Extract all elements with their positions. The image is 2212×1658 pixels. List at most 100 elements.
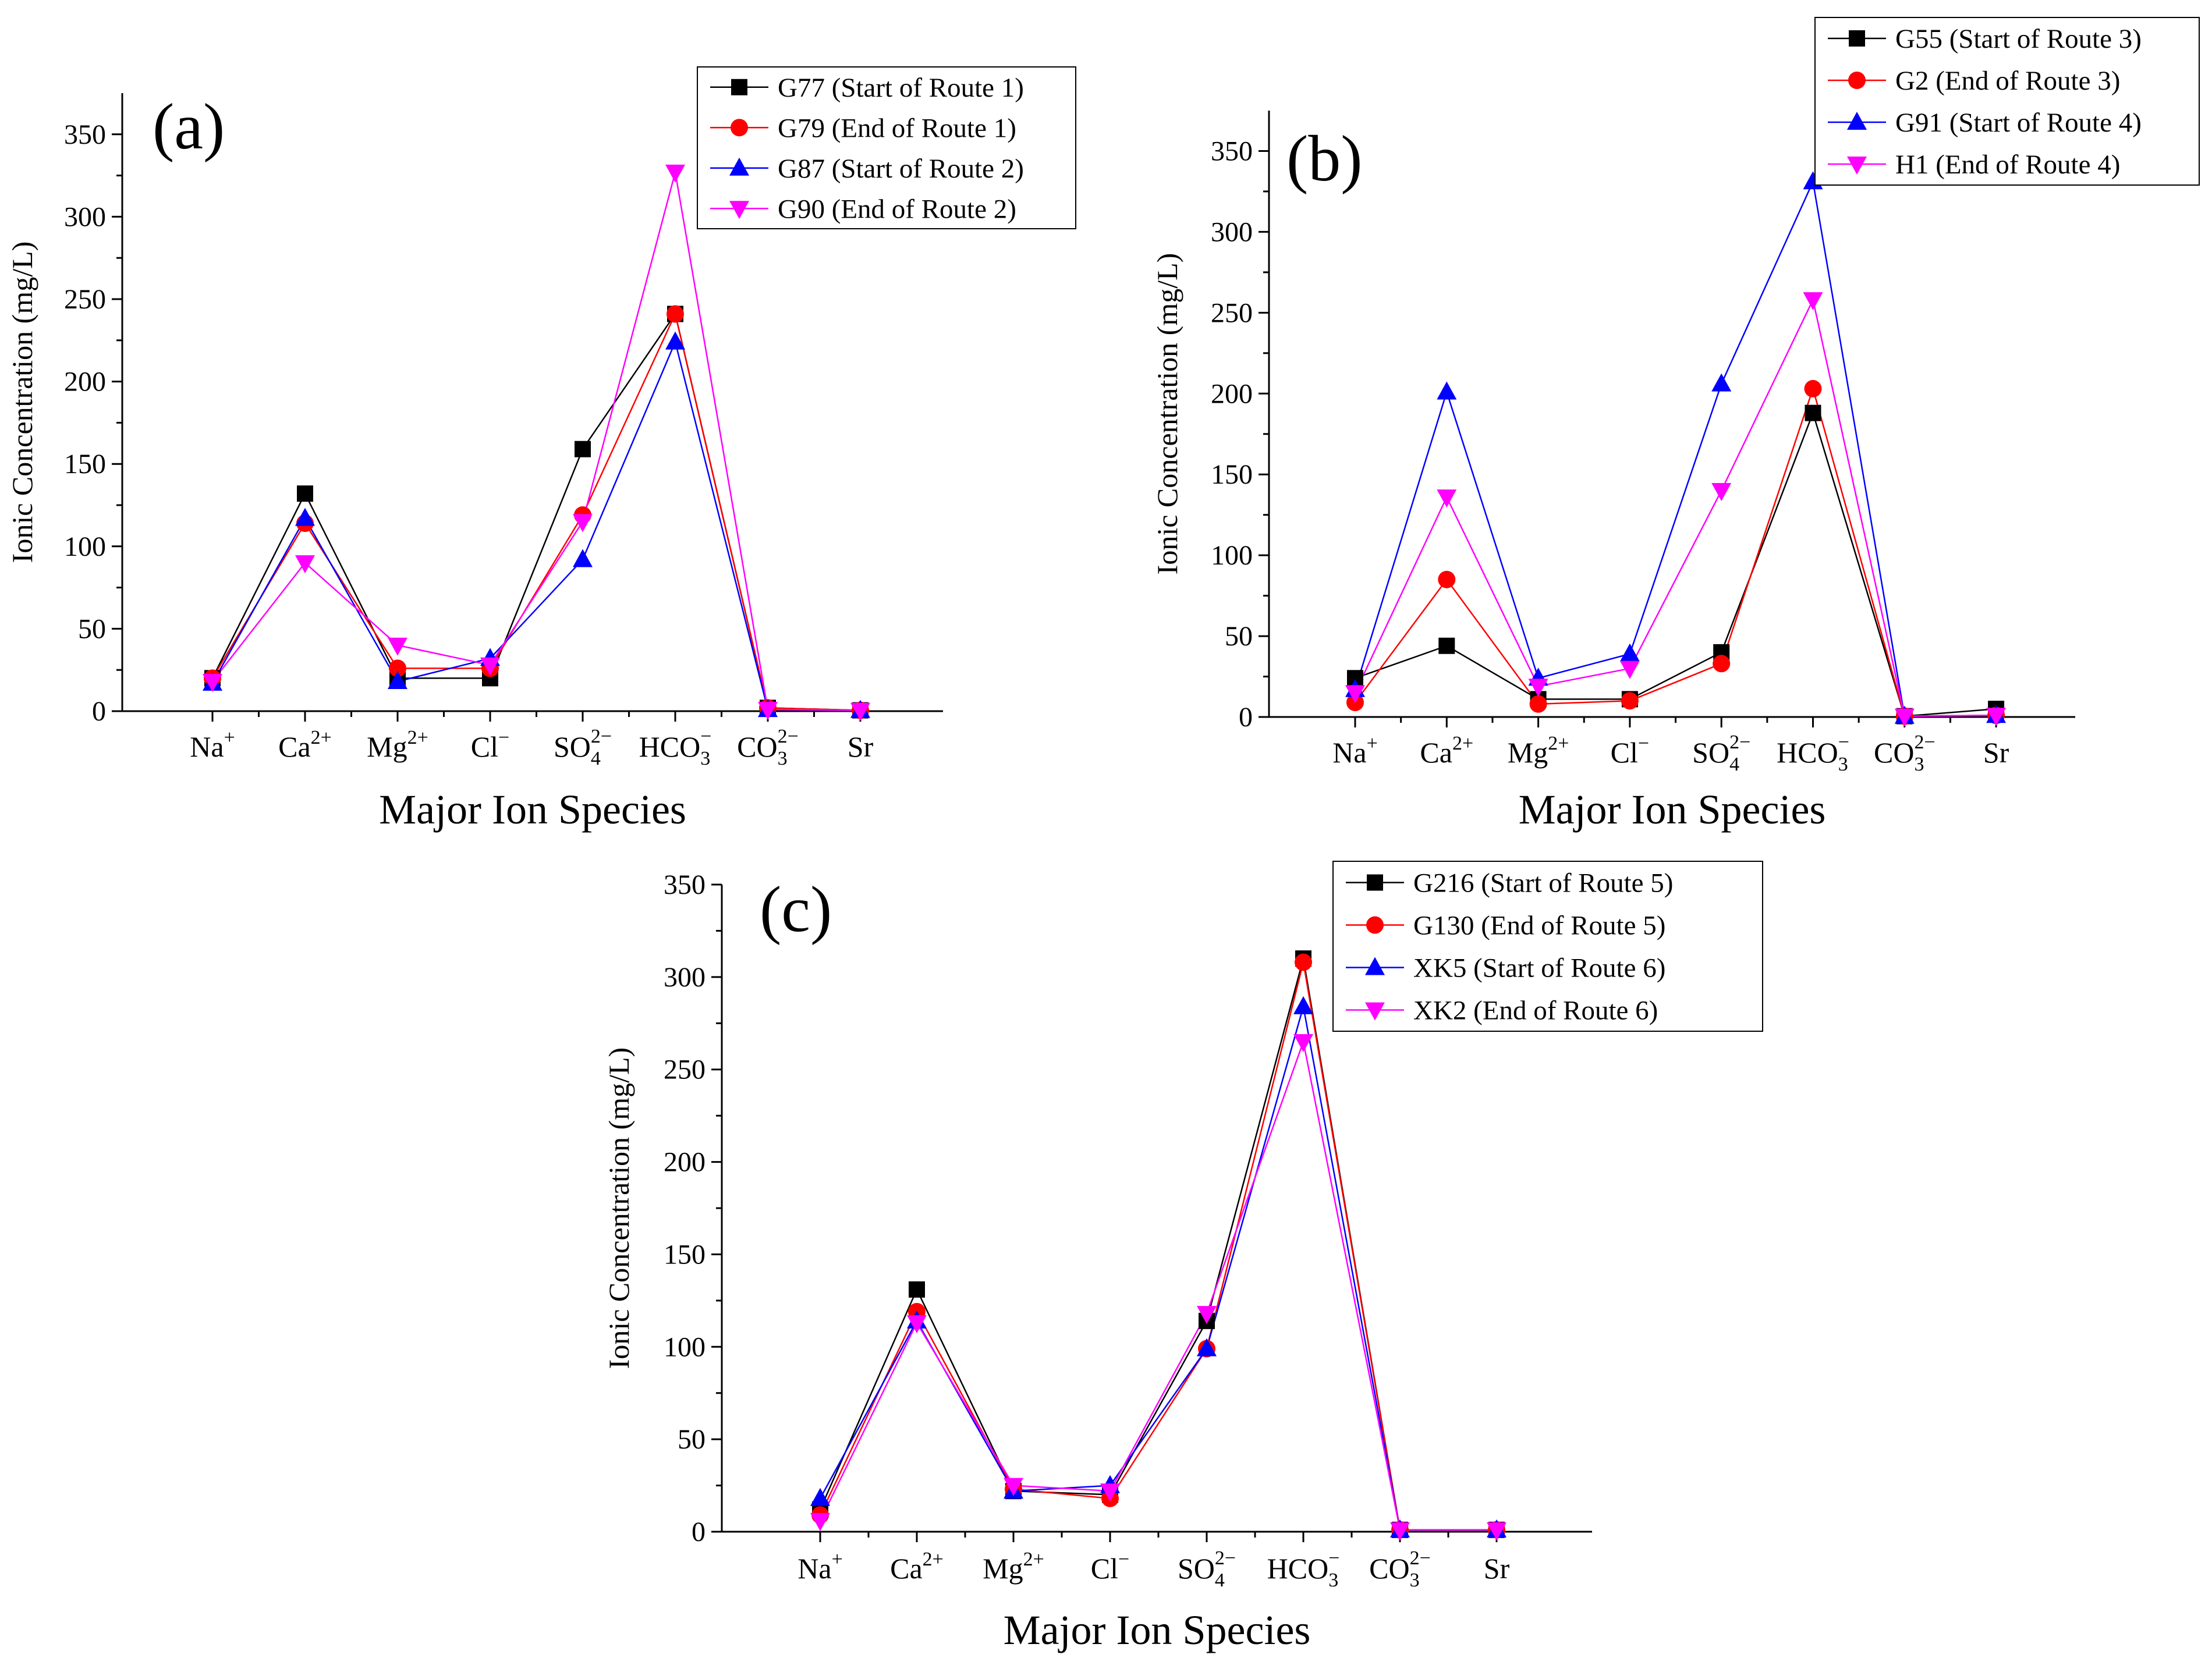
data-point [1438, 570, 1456, 588]
series-line [1354, 179, 1997, 717]
legend-entry: G90 (End of Route 2) [778, 194, 1016, 224]
y-tick-label: 200 [664, 1147, 706, 1178]
legend-frame [1332, 861, 1763, 1032]
data-point [1437, 489, 1457, 508]
data-point [1100, 1483, 1120, 1502]
series-line [819, 1039, 1497, 1531]
series-line [819, 962, 1497, 1531]
data-point [909, 1281, 925, 1298]
data-point [1437, 381, 1457, 400]
y-tick-label: 250 [1211, 297, 1253, 328]
legend-entry: G130 (End of Route 5) [1413, 911, 1665, 941]
legend-marker [1365, 1002, 1385, 1021]
legend-entry: G91 (Start of Route 4) [1895, 108, 2142, 138]
series-line [1355, 410, 1997, 717]
x-tick-label: Cl− [471, 727, 509, 763]
y-tick-label: 50 [678, 1424, 706, 1455]
x-tick-label: Ca2+ [278, 727, 332, 763]
series-line [211, 311, 861, 711]
x-tick-label: Sr [1983, 736, 2009, 769]
data-point [1487, 1522, 1506, 1540]
y-tick-label: 200 [64, 367, 106, 397]
data-point [1894, 708, 1915, 727]
legend: G55 (Start of Route 3) G2 (End of Route 3… [1814, 17, 2200, 186]
y-tick-label: 350 [1211, 136, 1253, 166]
legend-marker [1367, 874, 1383, 891]
x-tick-label: Cl− [1091, 1549, 1129, 1585]
chart-panel-2: 0 50 100 150 200 250 300 350 Na+ Ca2+ Mg2+ Cl− SO42−… [1151, 17, 2200, 833]
series-line [819, 958, 1497, 1531]
legend-marker [1849, 30, 1865, 47]
data-point [388, 637, 407, 656]
data-point [1986, 708, 2007, 726]
panel-label: (c) [760, 874, 832, 946]
legend-entry: G2 (End of Route 3) [1895, 66, 2120, 96]
y-tick-label: 50 [78, 613, 106, 644]
y-axis-title: Ionic Concentration (mg/L) [602, 1048, 635, 1369]
data-point [1345, 685, 1365, 704]
data-point [1711, 482, 1732, 501]
legend-entry: G216 (Start of Route 5) [1413, 868, 1673, 899]
legend-entry: G87 (Start of Route 2) [778, 154, 1024, 184]
panel-label: (b) [1286, 123, 1363, 195]
x-tick-label: CO32− [1369, 1547, 1431, 1591]
legend-marker [1366, 916, 1384, 934]
data-point [1805, 404, 1821, 421]
y-tick-label: 250 [64, 284, 106, 315]
data-point [667, 305, 684, 323]
y-axis-title: Ionic Concentration (mg/L) [1151, 253, 1183, 575]
x-tick-label: Ca2+ [890, 1549, 944, 1585]
y-tick-label: 0 [1239, 702, 1253, 733]
data-point [1438, 637, 1455, 654]
y-tick-label: 100 [64, 531, 106, 562]
legend-entry: G79 (End of Route 1) [778, 113, 1016, 143]
data-point [573, 549, 593, 567]
y-tick-label: 150 [64, 449, 106, 480]
legend-marker [1847, 112, 1867, 130]
legend-entry: H1 (End of Route 4) [1895, 150, 2120, 180]
x-tick-label: Sr [1484, 1552, 1510, 1585]
legend-marker [1365, 957, 1385, 975]
data-point [907, 1315, 927, 1333]
y-tick-label: 0 [92, 696, 106, 727]
x-axis-title: Major Ion Species [1004, 1607, 1311, 1653]
x-tick-label: HCO3− [1267, 1547, 1340, 1591]
x-tick-label: Na+ [1332, 733, 1378, 769]
x-tick-label: Mg2+ [367, 727, 428, 763]
data-point [295, 555, 315, 574]
legend-marker [729, 157, 749, 176]
legend-entry: XK2 (End of Route 6) [1413, 996, 1658, 1026]
data-point [1197, 1338, 1217, 1357]
y-tick-label: 200 [1211, 378, 1253, 409]
x-tick-label: Mg2+ [983, 1549, 1044, 1585]
y-tick-label: 150 [1211, 459, 1253, 490]
x-tick-label: SO42− [1692, 732, 1750, 775]
x-tick-label: CO32− [1874, 732, 1936, 775]
x-tick-label: Cl− [1611, 733, 1649, 769]
series-line [1354, 386, 1997, 717]
legend: G77 (Start of Route 1) G79 (End of Route … [697, 66, 1076, 229]
data-point [1619, 661, 1640, 679]
data-point [1295, 953, 1312, 971]
x-tick-label: SO42− [1178, 1547, 1236, 1591]
data-point [389, 659, 406, 677]
data-point [1390, 1522, 1410, 1540]
data-point [1804, 379, 1822, 397]
data-point [1713, 655, 1731, 673]
y-tick-label: 50 [1225, 621, 1253, 652]
data-point [203, 674, 222, 693]
x-tick-label: Sr [848, 730, 874, 763]
data-point [1004, 1478, 1023, 1496]
data-point [295, 507, 315, 526]
series-line [212, 172, 861, 711]
data-point [1197, 1306, 1217, 1325]
legend-marker [729, 201, 749, 219]
series-line [1354, 297, 1997, 717]
data-point [810, 1487, 830, 1506]
legend-marker [1847, 157, 1867, 175]
chart-panel-3: 0 50 100 150 200 250 300 350 Na+ Ca2+ Mg2+ Cl− SO42−… [602, 861, 1763, 1653]
legend-frame [1814, 17, 2200, 186]
x-tick-label: SO42− [554, 726, 612, 769]
x-tick-label: HCO3− [639, 726, 712, 769]
data-point [850, 702, 870, 721]
